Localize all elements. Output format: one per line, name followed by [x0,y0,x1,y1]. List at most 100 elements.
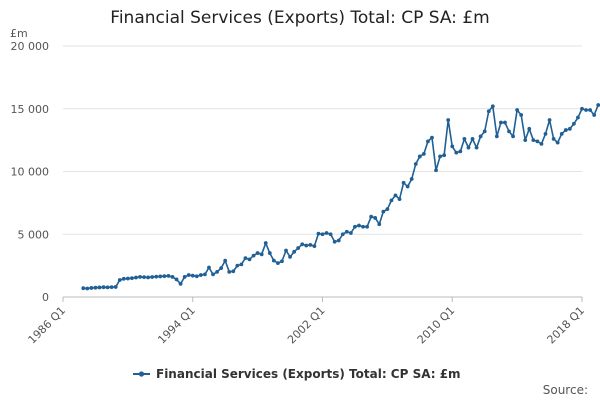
data-point[interactable] [596,103,600,107]
data-point[interactable] [369,214,374,219]
data-point[interactable] [555,140,560,145]
data-point[interactable] [170,275,175,279]
data-point[interactable] [377,222,382,227]
data-point[interactable] [186,273,191,277]
data-point[interactable] [458,149,463,154]
data-point[interactable] [576,115,580,120]
data-point[interactable] [207,265,211,270]
data-point[interactable] [280,259,284,264]
data-point[interactable] [85,286,90,291]
data-point[interactable] [454,150,459,155]
data-point[interactable] [263,241,268,245]
data-point[interactable] [430,135,434,140]
data-point[interactable] [243,256,248,260]
data-point[interactable] [113,285,118,289]
data-point[interactable] [227,270,232,274]
data-point[interactable] [373,216,378,220]
data-point[interactable] [442,153,447,158]
data-point[interactable] [336,238,341,243]
data-point[interactable] [259,252,264,257]
data-point[interactable] [219,266,224,271]
data-point[interactable] [146,275,151,280]
data-point[interactable] [105,285,110,290]
data-point[interactable] [190,273,195,278]
data-point[interactable] [134,275,138,280]
data-point[interactable] [584,108,588,112]
data-point[interactable] [174,277,179,282]
data-point[interactable] [523,138,528,143]
data-point[interactable] [405,184,410,189]
data-point[interactable] [308,243,313,247]
data-point[interactable] [543,131,548,136]
data-point[interactable] [198,273,203,277]
data-point[interactable] [166,274,171,278]
data-point[interactable] [490,104,495,109]
data-point[interactable] [486,109,491,114]
data-point[interactable] [109,285,114,289]
data-point[interactable] [97,285,102,290]
data-point[interactable] [158,274,163,279]
data-point[interactable] [328,232,333,237]
data-point[interactable] [450,144,455,149]
data-point[interactable] [563,128,568,132]
data-point[interactable] [426,139,430,144]
data-point[interactable] [130,276,134,281]
data-point[interactable] [292,249,297,254]
data-point[interactable] [89,286,94,290]
data-point[interactable] [365,224,369,229]
data-point[interactable] [353,224,357,229]
data-point[interactable] [178,281,183,286]
data-point[interactable] [255,251,260,255]
data-point[interactable] [592,113,597,117]
data-point[interactable] [401,180,406,185]
data-point[interactable] [142,275,146,280]
data-point[interactable] [150,275,155,279]
data-point[interactable] [276,261,280,266]
data-point[interactable] [304,243,309,248]
data-point[interactable] [462,136,467,141]
data-point[interactable] [588,108,593,112]
data-point[interactable] [413,162,418,166]
data-point[interactable] [531,138,536,143]
data-point[interactable] [507,129,511,134]
data-point[interactable] [316,231,321,236]
data-point[interactable] [494,134,499,139]
data-point[interactable] [547,118,552,122]
data-point[interactable] [527,126,532,131]
data-point[interactable] [438,154,442,159]
data-point[interactable] [81,286,86,291]
data-point[interactable] [474,145,479,150]
data-point[interactable] [357,223,361,228]
data-point[interactable] [535,139,540,144]
data-point[interactable] [288,254,292,259]
data-point[interactable] [499,120,503,125]
data-point[interactable] [385,207,390,212]
data-point[interactable] [125,276,130,281]
data-point[interactable] [121,276,126,281]
data-point[interactable] [194,274,199,279]
data-point[interactable] [397,197,402,202]
data-point[interactable] [551,136,556,141]
data-point[interactable] [571,121,576,126]
data-point[interactable] [434,168,438,173]
data-point[interactable] [559,131,564,136]
data-point[interactable] [567,126,572,131]
data-point[interactable] [203,272,207,277]
data-point[interactable] [340,232,345,237]
data-point[interactable] [239,262,244,267]
data-point[interactable] [389,198,394,203]
data-point[interactable] [361,224,365,229]
data-point[interactable] [312,244,317,249]
data-point[interactable] [466,145,471,150]
data-point[interactable] [409,177,414,181]
data-point[interactable] [101,285,106,290]
data-point[interactable] [182,275,187,279]
data-point[interactable] [223,258,228,263]
data-point[interactable] [324,231,329,235]
data-point[interactable] [503,120,507,125]
data-point[interactable] [235,263,240,268]
data-point[interactable] [251,253,256,258]
data-point[interactable] [154,274,159,279]
data-point[interactable] [300,242,305,247]
data-point[interactable] [348,231,353,235]
